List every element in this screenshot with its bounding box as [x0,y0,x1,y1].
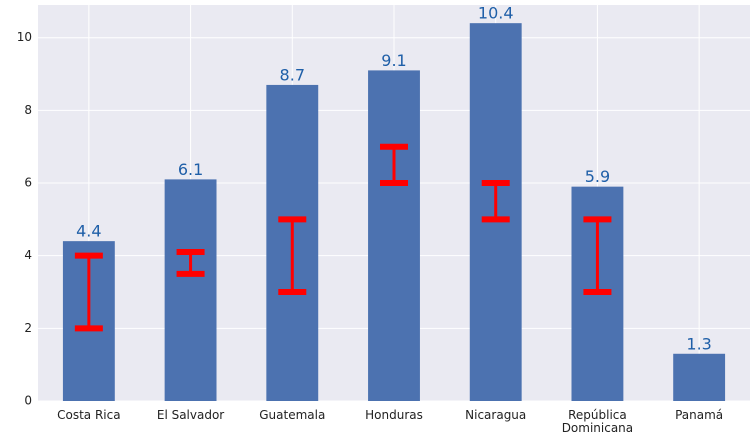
y-tick-label: 8 [24,103,32,117]
y-tick-label: 10 [17,30,32,44]
x-tick-label: Panamá [675,408,724,422]
x-tick-label: El Salvador [156,408,225,422]
x-tick-label: Nicaragua [465,408,527,422]
bar [368,70,420,401]
y-tick-label: 6 [24,176,32,190]
value-label: 1.3 [686,334,711,353]
value-label: 8.7 [280,65,305,84]
x-tick-label: República Dominicana [561,408,634,435]
y-tick-label: 4 [24,248,32,262]
value-label: 9.1 [381,51,406,70]
bar [673,353,726,401]
y-tick-label: 2 [24,321,32,335]
value-label: 4.4 [76,222,101,241]
value-label: 6.1 [178,160,203,179]
x-tick-label: Honduras [365,408,423,422]
value-label: 5.9 [585,167,610,186]
value-label: 10.4 [478,4,514,23]
x-tick-label: Guatemala [259,408,326,422]
bar [164,179,217,401]
x-tick-label: Costa Rica [57,408,121,422]
y-tick-label: 0 [24,394,32,408]
